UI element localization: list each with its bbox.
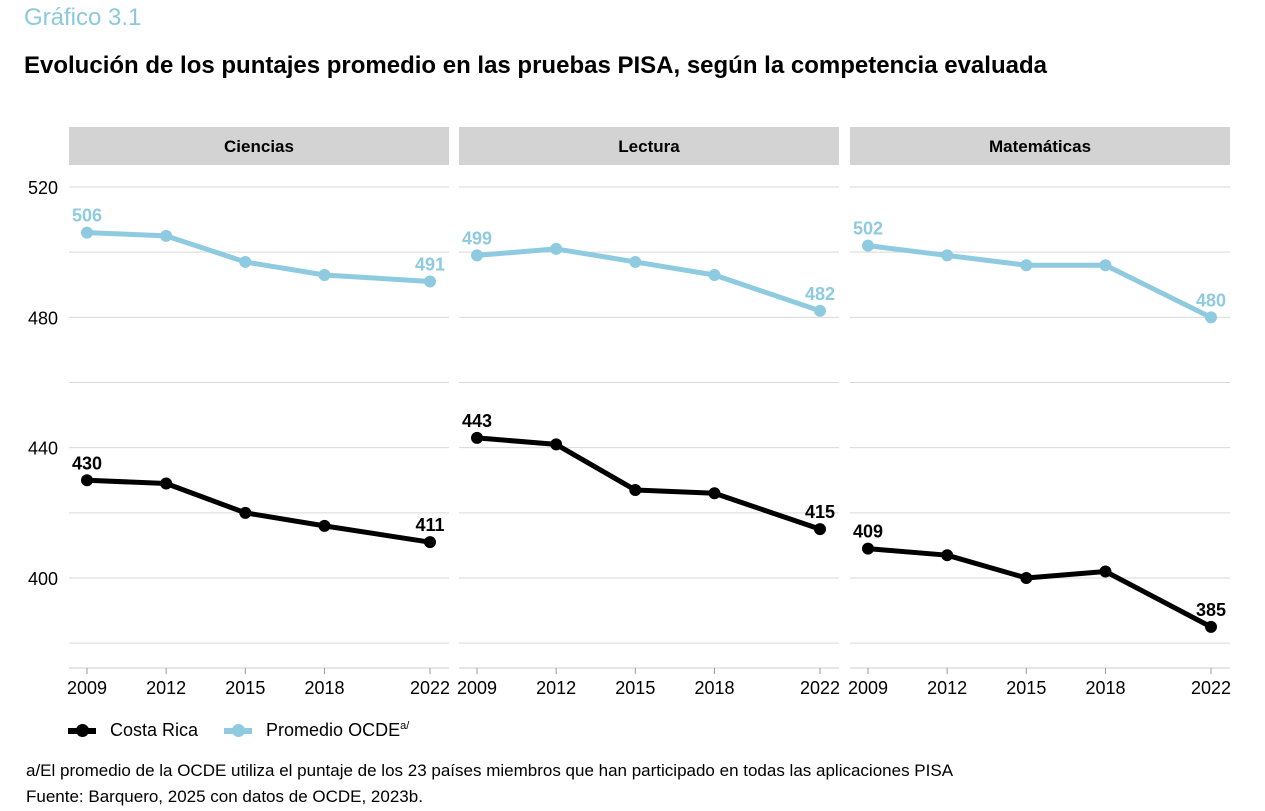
x-tick-label: 2009: [67, 678, 107, 698]
series-line: [476, 435, 821, 532]
data-point: [1020, 259, 1033, 272]
data-point: [160, 229, 173, 242]
footnote: a/El promedio de la OCDE utiliza el punt…: [26, 761, 954, 780]
x-tick-label: 2012: [927, 678, 967, 698]
y-tick-label: 520: [28, 178, 58, 198]
chart-title: Evolución de los puntajes promedio en la…: [24, 52, 1047, 79]
legend-item-ocde: Promedio OCDEa/: [224, 720, 409, 741]
data-point: [81, 226, 93, 239]
data-point: [1099, 565, 1112, 578]
y-tick-label: 480: [28, 308, 58, 328]
data-label: 430: [72, 453, 102, 473]
x-tick-label: 2009: [457, 678, 497, 698]
data-label: 482: [805, 284, 835, 304]
data-point: [1099, 259, 1112, 272]
series-line: [867, 546, 1213, 630]
data-label: 385: [1196, 600, 1226, 620]
x-tick-label: 2018: [1085, 678, 1125, 698]
data-label: 502: [853, 219, 883, 239]
data-point: [424, 275, 436, 288]
legend-swatch-costa-rica: [68, 723, 96, 737]
x-tick-label: 2018: [304, 678, 344, 698]
data-point: [1205, 311, 1217, 324]
x-tick-label: 2015: [1006, 678, 1046, 698]
data-point: [708, 268, 721, 281]
data-label: 415: [805, 502, 835, 522]
data-point: [862, 542, 874, 555]
x-tick-label: 2015: [615, 678, 655, 698]
data-point: [239, 255, 252, 268]
data-point: [941, 549, 954, 562]
data-point: [550, 242, 563, 255]
legend-label-ocde: Promedio OCDEa/: [266, 720, 410, 740]
data-label: 480: [1196, 290, 1226, 310]
data-point: [81, 474, 93, 487]
panel-header: [850, 127, 1230, 165]
y-tick-label: 400: [28, 569, 58, 589]
x-tick-label: 2022: [1191, 678, 1231, 698]
data-point: [862, 239, 874, 252]
legend-item-costa-rica: Costa Rica: [68, 720, 198, 741]
legend: Costa Rica Promedio OCDEa/: [68, 720, 435, 741]
source-note: Fuente: Barquero, 2025 con datos de OCDE…: [26, 787, 423, 806]
data-point: [318, 268, 331, 281]
panel-title: Matemáticas: [989, 137, 1091, 156]
data-point: [1020, 572, 1033, 584]
data-point: [550, 438, 563, 451]
panel-header: [69, 127, 449, 165]
legend-superscript: a/: [400, 720, 410, 732]
data-point: [1205, 620, 1217, 633]
figure-label: Gráfico 3.1: [24, 4, 142, 31]
data-point: [629, 255, 642, 268]
panel-header: [459, 127, 839, 165]
legend-label-costa-rica: Costa Rica: [110, 720, 199, 740]
x-tick-label: 2018: [694, 678, 734, 698]
series-line: [476, 246, 821, 314]
legend-swatch-ocde: [224, 723, 253, 737]
panel-title: Ciencias: [224, 137, 294, 156]
y-tick-label: 440: [28, 439, 58, 459]
data-point: [814, 304, 826, 317]
x-tick-label: 2012: [146, 678, 186, 698]
data-point: [941, 249, 954, 262]
data-point: [814, 523, 826, 536]
data-point: [239, 506, 252, 519]
data-point: [318, 519, 331, 532]
series-line: [867, 243, 1213, 320]
x-tick-label: 2012: [536, 678, 576, 698]
data-label: 506: [72, 206, 102, 226]
data-label: 443: [462, 411, 492, 431]
data-label: 409: [853, 522, 883, 542]
data-point: [424, 536, 436, 549]
data-point: [708, 487, 721, 500]
series-line: [86, 477, 431, 545]
x-tick-label: 2009: [848, 678, 888, 698]
series-line: [86, 230, 431, 284]
data-point: [471, 431, 483, 444]
data-point: [471, 249, 483, 262]
x-tick-label: 2015: [225, 678, 265, 698]
data-label: 499: [462, 228, 492, 248]
data-point: [160, 477, 173, 490]
x-tick-label: 2022: [800, 678, 840, 698]
panel-title: Lectura: [618, 137, 680, 156]
data-point: [629, 484, 642, 497]
data-label: 411: [415, 515, 444, 535]
x-tick-label: 2022: [410, 678, 450, 698]
data-label: 491: [415, 254, 445, 274]
